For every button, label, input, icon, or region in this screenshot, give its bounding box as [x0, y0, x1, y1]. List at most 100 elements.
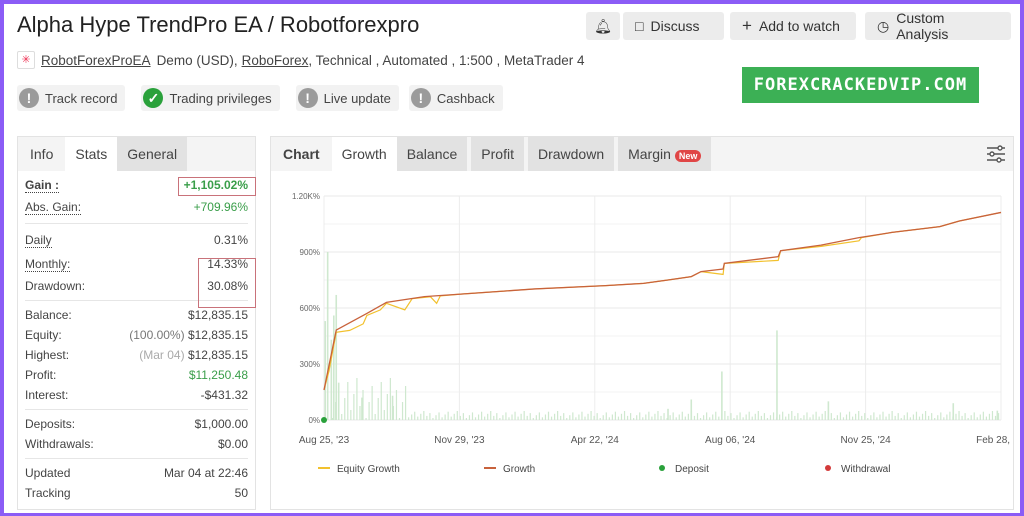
stat-value: +709.96%: [193, 200, 248, 214]
daily-bar: [432, 418, 434, 420]
badge-cashback[interactable]: ! Cashback: [408, 85, 503, 111]
daily-bar: [490, 411, 492, 420]
daily-bar: [970, 415, 972, 420]
tab-growth[interactable]: Growth: [331, 137, 397, 171]
daily-bar: [602, 415, 604, 420]
daily-bar: [465, 418, 467, 420]
daily-bar: [426, 415, 428, 420]
stat-label[interactable]: Gain :: [25, 177, 60, 193]
daily-bar: [712, 414, 714, 420]
chart-panel: Chart Growth Balance Profit Drawdown Mar…: [270, 136, 1014, 510]
daily-bar: [517, 416, 519, 420]
daily-bar: [353, 394, 355, 420]
stat-label: Tracking: [25, 486, 71, 500]
daily-bar: [928, 415, 930, 420]
badge-track-record[interactable]: ! Track record: [17, 85, 126, 111]
stat-equity: Equity: (100.00%) $12,835.15: [18, 325, 255, 345]
tab-drawdown[interactable]: Drawdown: [527, 137, 615, 171]
daily-bar: [633, 418, 635, 420]
daily-bar: [775, 417, 778, 420]
daily-bar: [702, 415, 705, 420]
daily-bar: [690, 411, 693, 420]
tab-stats[interactable]: Stats: [65, 137, 118, 171]
stat-highest: Highest: (Mar 04) $12,835.15: [18, 345, 255, 365]
daily-bar: [332, 315, 335, 420]
y-tick-label: 0%: [308, 416, 320, 425]
daily-bar: [584, 416, 586, 420]
tab-info[interactable]: Info: [30, 146, 54, 162]
discuss-button[interactable]: □ Discuss: [623, 12, 724, 40]
daily-bar: [347, 382, 349, 420]
user-link[interactable]: RobotForexProEA: [41, 52, 151, 68]
daily-bar: [508, 417, 510, 420]
tab-margin[interactable]: Margin New: [618, 137, 712, 171]
daily-bar: [383, 410, 385, 420]
daily-bar: [851, 416, 854, 420]
daily-bar: [374, 414, 376, 420]
daily-bar: [648, 411, 650, 420]
daily-bar: [824, 411, 826, 420]
stat-label[interactable]: Daily: [25, 232, 52, 248]
legend-swatch: [825, 465, 831, 471]
x-tick-label: Nov 25, '24: [840, 435, 891, 446]
sliders-icon[interactable]: [979, 137, 1013, 171]
daily-bar: [678, 414, 680, 420]
daily-bar: [733, 418, 735, 420]
daily-bar: [371, 386, 373, 420]
daily-bar: [581, 411, 583, 420]
stat-tracking: Tracking 50: [18, 483, 255, 503]
tab-general[interactable]: General: [117, 137, 188, 171]
notify-button[interactable]: 🔔︎: [586, 12, 620, 40]
badge-trading-privileges[interactable]: ✓ Trading privileges: [141, 85, 280, 111]
daily-bar: [614, 411, 617, 420]
tab-balance[interactable]: Balance: [396, 137, 468, 171]
daily-bar: [639, 412, 641, 420]
y-tick-label: 300%: [300, 360, 320, 369]
stat-value: 0.31%: [213, 233, 248, 247]
custom-analysis-button[interactable]: ◷ Custom Analysis: [865, 10, 1011, 42]
daily-bar: [636, 415, 638, 420]
daily-bar: [958, 411, 960, 420]
stat-label[interactable]: Abs. Gain:: [25, 199, 82, 215]
daily-bar: [324, 321, 327, 420]
daily-bar: [842, 417, 845, 420]
daily-bar: [493, 415, 495, 420]
daily-bar: [745, 414, 747, 420]
daily-bar: [356, 378, 358, 420]
stat-label: Highest:: [25, 348, 70, 362]
badge-live-update[interactable]: ! Live update: [295, 85, 399, 111]
stat-label[interactable]: Monthly:: [25, 256, 71, 272]
daily-bar: [553, 413, 556, 420]
daily-bar: [797, 413, 799, 420]
daily-bar: [401, 402, 404, 420]
daily-bar: [900, 418, 902, 420]
daily-bar: [523, 411, 525, 420]
broker-link[interactable]: RoboForex: [241, 52, 309, 68]
stat-value: Mar 04 at 22:46: [163, 466, 248, 480]
account-meta: ✳ RobotForexProEA Demo (USD), RoboForex …: [17, 51, 585, 69]
daily-bar: [547, 411, 550, 420]
daily-bar: [763, 413, 766, 420]
daily-bar: [657, 411, 659, 420]
daily-bar: [976, 417, 978, 420]
daily-bar: [414, 411, 416, 420]
add-to-watch-button[interactable]: + Add to watch: [730, 12, 856, 40]
tab-profit[interactable]: Profit: [471, 137, 524, 171]
daily-bar: [760, 415, 762, 420]
daily-bar: [894, 415, 896, 420]
daily-bar: [605, 412, 607, 420]
daily-bar: [566, 418, 568, 420]
daily-bar: [389, 378, 391, 420]
daily-bar: [502, 415, 504, 420]
daily-bar: [575, 417, 577, 420]
daily-bar: [693, 415, 696, 420]
daily-bar: [730, 413, 732, 420]
daily-bar: [809, 417, 811, 420]
daily-bar: [921, 413, 924, 420]
add-to-watch-label: Add to watch: [758, 18, 840, 34]
daily-bar: [696, 413, 699, 420]
daily-bar: [903, 415, 905, 420]
daily-bar: [706, 412, 708, 420]
y-tick-label: 900%: [300, 248, 320, 257]
daily-bar: [669, 415, 671, 420]
